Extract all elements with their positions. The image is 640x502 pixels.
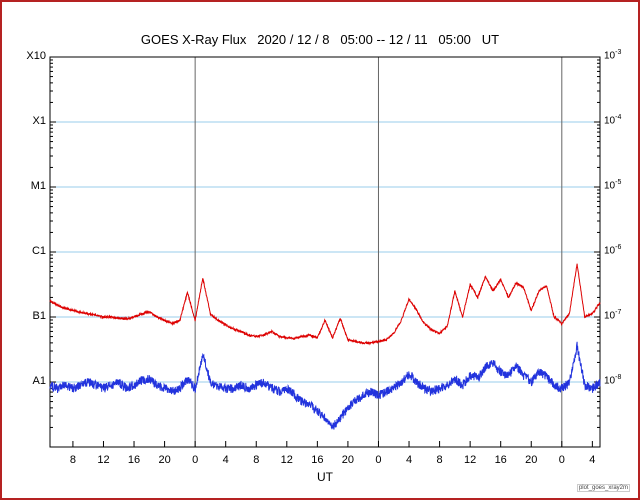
x-tick-label-10: 0	[375, 454, 382, 466]
y-class-label-A1: A1	[32, 375, 46, 387]
watermark-text: plot_goes_xray2m	[576, 484, 630, 492]
x-tick-label-15: 20	[525, 454, 538, 466]
y-exponent-label--6: 10-6	[604, 244, 622, 257]
y-class-label-C1: C1	[31, 245, 46, 257]
x-tick-label-5: 4	[222, 454, 229, 466]
x-tick-label-3: 20	[158, 454, 171, 466]
x-tick-label-17: 4	[589, 454, 596, 466]
chart-title: GOES X-Ray Flux 2020 / 12 / 8 05:00 -- 1…	[140, 32, 500, 47]
x-tick-label-0: 8	[69, 454, 76, 466]
y-exponent-label--8: 10-8	[604, 374, 622, 387]
x-tick-label-13: 12	[464, 454, 477, 466]
x-tick-label-9: 20	[341, 454, 355, 466]
xray-long-red-trace	[49, 263, 601, 346]
x-tick-label-6: 8	[253, 454, 260, 466]
x-tick-label-1: 12	[97, 454, 110, 466]
y-class-label-X1: X1	[32, 115, 46, 127]
x-tick-label-8: 16	[311, 454, 324, 466]
x-axis-label: UT	[317, 470, 333, 484]
x-tick-label-11: 4	[405, 454, 413, 466]
y-exponent-label--4: 10-4	[604, 114, 622, 127]
x-tick-label-16: 0	[558, 454, 565, 466]
y-class-label-X10: X10	[26, 50, 46, 62]
x-tick-label-14: 16	[494, 454, 507, 466]
y-class-label-M1: M1	[30, 180, 46, 192]
x-tick-label-7: 12	[280, 454, 293, 466]
x-tick-label-4: 0	[192, 454, 199, 466]
y-exponent-label--3: 10-3	[604, 49, 622, 62]
xray-short-blue-trace	[49, 341, 601, 430]
x-tick-label-12: 8	[436, 454, 443, 466]
y-class-label-B1: B1	[32, 310, 46, 322]
x-tick-label-2: 16	[127, 454, 141, 466]
y-exponent-label--7: 10-7	[604, 309, 622, 322]
y-exponent-label--5: 10-5	[604, 179, 622, 192]
